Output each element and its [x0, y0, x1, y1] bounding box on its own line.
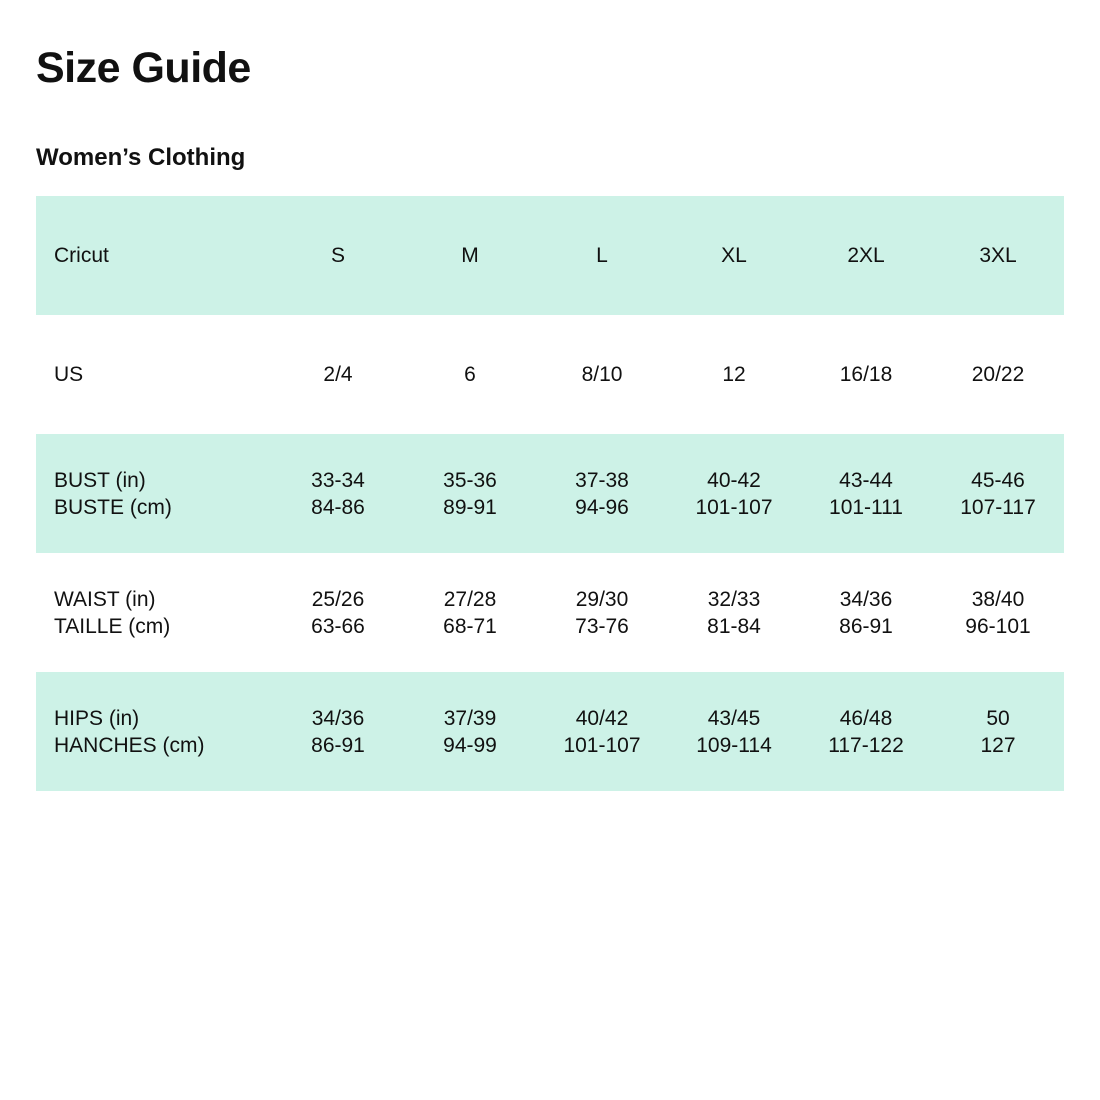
table-cell: 34/36 86-91 — [272, 672, 404, 791]
cell-value: 127 — [980, 733, 1016, 757]
table-row: Cricut S M L XL 2XL 3XL — [36, 196, 1064, 315]
row-label-text: BUSTE (cm) — [54, 495, 172, 519]
cell-value: 96-101 — [965, 614, 1031, 638]
table-cell: 40-42 101-107 — [668, 434, 800, 553]
cell-value: 25/26 — [311, 587, 365, 611]
cell-value: 81-84 — [707, 614, 761, 638]
cell-value: 86-91 — [839, 614, 893, 638]
cell-value: 16/18 — [839, 363, 893, 386]
table-cell: 40/42 101-107 — [536, 672, 668, 791]
table-cell: 16/18 — [800, 315, 932, 434]
table-cell: 3XL — [932, 196, 1064, 315]
table-cell: 37/39 94-99 — [404, 672, 536, 791]
table-cell: 38/40 96-101 — [932, 553, 1064, 672]
cell-value: 27/28 — [443, 587, 497, 611]
table-cell: 43/45 109-114 — [668, 672, 800, 791]
row-label-text: HIPS (in) — [54, 706, 140, 730]
cell-value: 43-44 — [839, 468, 893, 492]
cell-value: 37/39 — [443, 706, 497, 730]
table-cell: 50 127 — [932, 672, 1064, 791]
row-label-text: US — [54, 363, 84, 386]
cell-value: 6 — [464, 363, 476, 386]
row-label: US — [36, 315, 272, 434]
row-label-text: BUST (in) — [54, 468, 146, 492]
table-cell: 29/30 73-76 — [536, 553, 668, 672]
table-cell: 8/10 — [536, 315, 668, 434]
cell-value: 89-91 — [443, 495, 497, 519]
row-label: WAIST (in) TAILLE (cm) — [36, 553, 272, 672]
cell-value: 29/30 — [575, 587, 629, 611]
cell-value: 34/36 — [311, 706, 365, 730]
table-cell: 20/22 — [932, 315, 1064, 434]
table-cell: XL — [668, 196, 800, 315]
table-row: WAIST (in) TAILLE (cm) 25/26 63-66 27/28 68-7… — [36, 553, 1064, 672]
row-label-text: WAIST (in) — [54, 587, 156, 611]
cell-value: 40-42 — [707, 468, 761, 492]
cell-value: 43/45 — [707, 706, 761, 730]
cell-value: 38/40 — [971, 587, 1025, 611]
table-cell: 33-34 84-86 — [272, 434, 404, 553]
cell-value: 50 — [986, 706, 1010, 730]
cell-value: 117-122 — [828, 733, 904, 757]
cell-value: 2/4 — [323, 363, 353, 386]
row-label-text: Cricut — [54, 244, 109, 267]
table-cell: 46/48 117-122 — [800, 672, 932, 791]
table-cell: 45-46 107-117 — [932, 434, 1064, 553]
cell-value: 86-91 — [311, 733, 365, 757]
cell-value: 101-111 — [829, 495, 903, 519]
table-cell: 2/4 — [272, 315, 404, 434]
cell-value: 32/33 — [707, 587, 761, 611]
cell-value: 63-66 — [311, 614, 365, 638]
cell-value: 45-46 — [971, 468, 1025, 492]
row-label: Cricut — [36, 196, 272, 315]
row-label-text: HANCHES (cm) — [54, 733, 205, 757]
table-cell: 25/26 63-66 — [272, 553, 404, 672]
page-title: Size Guide — [36, 44, 251, 92]
table-row: HIPS (in) HANCHES (cm) 34/36 86-91 37/39 94-9… — [36, 672, 1064, 791]
cell-value: 101-107 — [695, 495, 773, 519]
cell-value: 107-117 — [960, 495, 1036, 519]
cell-value: 68-71 — [443, 614, 497, 638]
table-cell: 37-38 94-96 — [536, 434, 668, 553]
cell-value: XL — [721, 244, 747, 267]
table-row: BUST (in) BUSTE (cm) 33-34 84-86 35-36 89-91 3… — [36, 434, 1064, 553]
row-label: BUST (in) BUSTE (cm) — [36, 434, 272, 553]
cell-value: M — [461, 244, 479, 267]
cell-value: 35-36 — [443, 468, 497, 492]
table-cell: 2XL — [800, 196, 932, 315]
cell-value: 2XL — [847, 244, 885, 267]
table-cell: 34/36 86-91 — [800, 553, 932, 672]
table-cell: 43-44 101-111 — [800, 434, 932, 553]
cell-value: 3XL — [979, 244, 1017, 267]
cell-value: 109-114 — [696, 733, 772, 757]
cell-value: L — [596, 244, 608, 267]
cell-value: 37-38 — [575, 468, 629, 492]
cell-value: 84-86 — [311, 495, 365, 519]
table-cell: 35-36 89-91 — [404, 434, 536, 553]
table-row: US 2/4 6 8/10 12 16/18 20/22 — [36, 315, 1064, 434]
cell-value: 12 — [722, 363, 746, 386]
cell-value: 94-99 — [443, 733, 497, 757]
cell-value: 34/36 — [839, 587, 893, 611]
table-cell: 27/28 68-71 — [404, 553, 536, 672]
cell-value: 101-107 — [563, 733, 641, 757]
table-cell: L — [536, 196, 668, 315]
size-table: Cricut S M L XL 2XL 3XL US 2/4 6 8/10 12 16/18 20/22 B… — [36, 196, 1064, 791]
table-cell: 32/33 81-84 — [668, 553, 800, 672]
cell-value: 94-96 — [575, 495, 629, 519]
cell-value: S — [330, 244, 345, 267]
table-cell: 6 — [404, 315, 536, 434]
cell-value: 33-34 — [311, 468, 365, 492]
table-cell: M — [404, 196, 536, 315]
cell-value: 73-76 — [575, 614, 629, 638]
row-label: HIPS (in) HANCHES (cm) — [36, 672, 272, 791]
table-cell: S — [272, 196, 404, 315]
row-label-text: TAILLE (cm) — [54, 614, 171, 638]
cell-value: 40/42 — [575, 706, 629, 730]
cell-value: 46/48 — [839, 706, 893, 730]
table-cell: 12 — [668, 315, 800, 434]
cell-value: 8/10 — [581, 363, 623, 386]
cell-value: 20/22 — [971, 363, 1025, 386]
section-title: Women’s Clothing — [36, 144, 246, 171]
